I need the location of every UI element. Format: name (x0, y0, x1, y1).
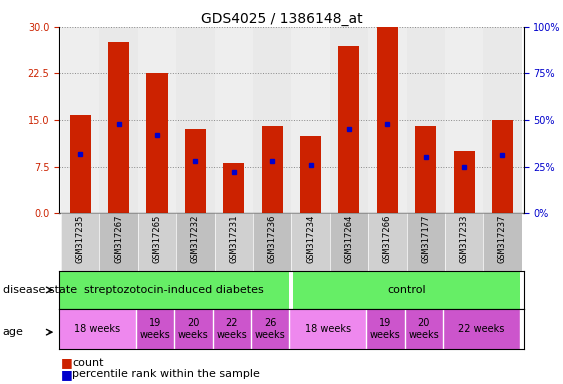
Bar (492, 120, 513, 213)
Bar (108, 42, 129, 213)
Bar (59, 271, 289, 309)
Bar (100, 213, 138, 271)
Bar (406, 213, 445, 271)
Bar (366, 309, 405, 349)
Text: 26
weeks: 26 weeks (255, 318, 285, 340)
Bar (251, 309, 289, 349)
Bar (138, 213, 176, 271)
Bar (293, 271, 520, 309)
Text: 22 weeks: 22 weeks (458, 324, 504, 334)
Text: GSM317233: GSM317233 (459, 215, 468, 263)
Text: 20
weeks: 20 weeks (408, 318, 439, 340)
Text: GSM317177: GSM317177 (421, 215, 430, 263)
Text: 18 weeks: 18 weeks (305, 324, 351, 334)
Bar (483, 213, 522, 271)
Bar (136, 309, 175, 349)
Text: GDS4025 / 1386148_at: GDS4025 / 1386148_at (200, 12, 363, 25)
Bar (61, 213, 100, 271)
Bar (377, 27, 398, 213)
Bar (292, 213, 330, 271)
Bar (445, 27, 483, 213)
Text: GSM317265: GSM317265 (153, 215, 162, 263)
Text: percentile rank within the sample: percentile rank within the sample (72, 369, 260, 379)
Bar (176, 27, 215, 213)
Bar (70, 115, 91, 213)
Text: GSM317264: GSM317264 (345, 215, 354, 263)
Text: 19
weeks: 19 weeks (370, 318, 401, 340)
Text: GSM317235: GSM317235 (76, 215, 84, 263)
Text: GSM317232: GSM317232 (191, 215, 200, 263)
Bar (483, 27, 522, 213)
Bar (176, 213, 215, 271)
Text: 18 weeks: 18 weeks (74, 324, 120, 334)
Bar (445, 213, 483, 271)
Bar (215, 27, 253, 213)
Bar (185, 129, 206, 213)
Bar (368, 27, 406, 213)
Bar (330, 213, 368, 271)
Bar (223, 164, 244, 213)
Bar (138, 27, 176, 213)
Bar (253, 213, 292, 271)
Bar (415, 126, 436, 213)
Bar (289, 271, 293, 309)
Text: 22
weeks: 22 weeks (217, 318, 247, 340)
Text: GSM317236: GSM317236 (267, 215, 276, 263)
Bar (289, 309, 366, 349)
Text: GSM317231: GSM317231 (229, 215, 238, 263)
Bar (330, 27, 368, 213)
Bar (59, 309, 136, 349)
Text: GSM317234: GSM317234 (306, 215, 315, 263)
Text: GSM317267: GSM317267 (114, 215, 123, 263)
Bar (213, 309, 251, 349)
Bar (215, 213, 253, 271)
Bar (406, 27, 445, 213)
Text: 20
weeks: 20 weeks (178, 318, 209, 340)
Text: ■: ■ (61, 368, 73, 381)
Bar (368, 213, 406, 271)
Bar (262, 126, 283, 213)
Bar (175, 309, 213, 349)
Text: streptozotocin-induced diabetes: streptozotocin-induced diabetes (84, 285, 264, 295)
Text: GSM317266: GSM317266 (383, 215, 392, 263)
Text: GSM317237: GSM317237 (498, 215, 507, 263)
Text: disease state: disease state (3, 285, 77, 295)
Bar (292, 27, 330, 213)
Bar (338, 46, 360, 213)
Text: age: age (3, 327, 24, 337)
Text: 19
weeks: 19 weeks (140, 318, 171, 340)
Text: control: control (387, 285, 426, 295)
Bar (61, 27, 100, 213)
Bar (100, 27, 138, 213)
Bar (253, 27, 292, 213)
Text: ■: ■ (61, 356, 73, 369)
Bar (146, 73, 168, 213)
Bar (405, 309, 443, 349)
Text: count: count (72, 358, 104, 368)
Bar (454, 151, 475, 213)
Bar (300, 136, 321, 213)
Bar (443, 309, 520, 349)
